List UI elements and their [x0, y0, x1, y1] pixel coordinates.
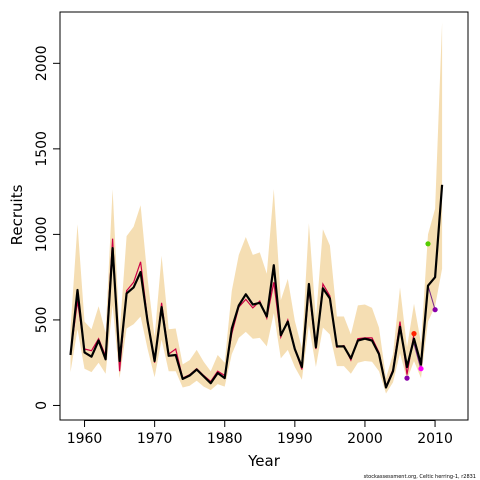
- x-tick-label: 2000: [347, 431, 383, 447]
- confidence-band: [70, 22, 443, 394]
- x-tick-label: 1960: [67, 431, 103, 447]
- x-axis-title: Year: [247, 452, 281, 470]
- data-point: [404, 375, 410, 381]
- y-tick-label: 1500: [34, 131, 50, 167]
- point-layer: [404, 241, 438, 381]
- data-point: [411, 331, 417, 337]
- data-point: [432, 307, 438, 313]
- x-tick-label: 1990: [277, 431, 313, 447]
- y-axis: 0 500 1000 1500 2000: [34, 46, 60, 410]
- y-tick-label: 500: [34, 307, 50, 334]
- series-line-layer: [69, 184, 444, 389]
- x-axis: 1960 1970 1980 1990 2000 2010: [67, 420, 453, 447]
- estimate-line: [69, 184, 444, 389]
- x-tick-label: 1980: [207, 431, 243, 447]
- y-axis-title: Recruits: [8, 184, 26, 245]
- y-tick-label: 0: [34, 401, 50, 410]
- y-tick-label: 2000: [34, 46, 50, 82]
- x-tick-label: 1970: [137, 431, 173, 447]
- caption: stockassessment.org, Celtic herring-1, r…: [364, 474, 476, 480]
- data-point: [425, 241, 431, 247]
- data-point: [418, 366, 424, 372]
- y-tick-label: 1000: [34, 217, 50, 253]
- x-tick-label: 2010: [417, 431, 453, 447]
- confidence-band-layer: [70, 22, 443, 394]
